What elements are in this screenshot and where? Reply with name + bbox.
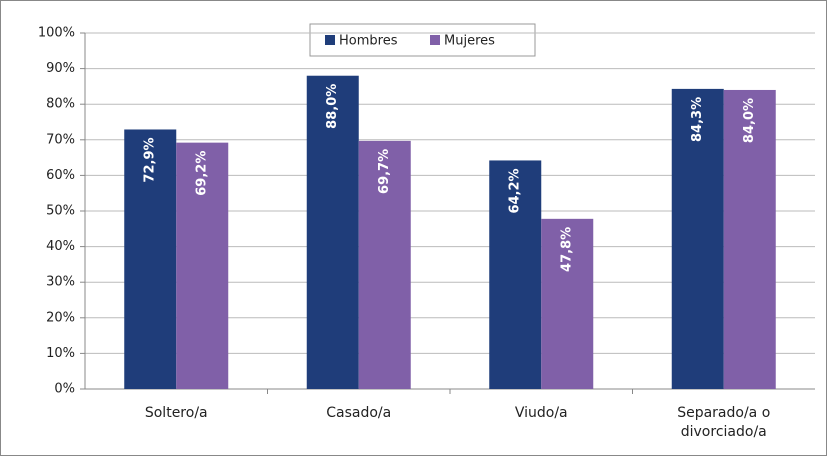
value-label: 69,2% [195,151,210,196]
value-label: 84,3% [690,97,705,142]
y-tick-label: 60% [46,168,75,183]
value-label: 47,8% [560,227,575,272]
y-tick-label: 100% [38,26,75,41]
x-tick-label: Separado/a o divorciado/a [677,405,771,440]
bar [176,142,229,389]
bar [671,88,724,389]
bar [358,140,411,389]
x-tick-label: Soltero/a [144,405,208,421]
y-tick-label: 0% [54,382,75,397]
x-tick-label: Viudo/a [514,405,568,421]
bar [541,218,594,389]
legend-label: Hombres [339,34,398,49]
bar [489,160,542,389]
value-label: 69,7% [377,149,392,194]
value-label: 64,2% [508,168,523,213]
legend-swatch [430,35,440,45]
y-tick-label: 70% [46,132,75,147]
y-tick-label: 10% [46,346,75,361]
value-label: 84,0% [742,98,757,143]
y-tick-label: 30% [46,275,75,290]
x-tick-label-box: Casado/a [326,405,392,421]
x-tick-label-box: Soltero/a [144,405,208,421]
bar [306,75,359,389]
y-tick-label: 50% [46,204,75,219]
x-tick-label-box: Separado/a o divorciado/a [677,405,771,440]
y-tick-label: 40% [46,239,75,254]
x-tick-label-box: Viudo/a [514,405,568,421]
legend-box [309,23,536,57]
value-label: 72,9% [143,137,158,182]
y-tick-label: 20% [46,310,75,325]
x-tick-label: Casado/a [326,405,392,421]
legend-swatch [325,35,335,45]
y-tick-label: 80% [46,97,75,112]
y-tick-label: 90% [46,61,75,76]
legend-label: Mujeres [444,34,495,49]
bar [124,129,177,389]
value-label: 88,0% [325,84,340,129]
bar [723,89,776,390]
